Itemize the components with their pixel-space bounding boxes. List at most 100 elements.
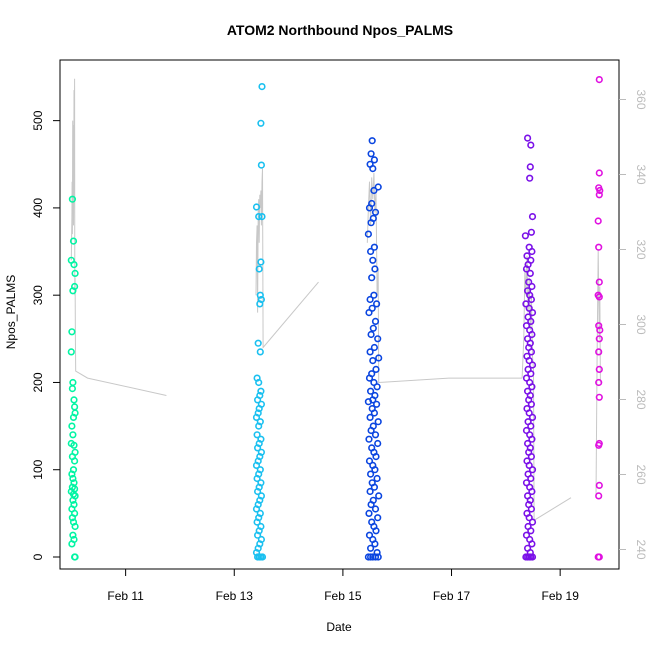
data-point-1-19 xyxy=(70,441,78,449)
data-point-4-67 xyxy=(527,505,536,513)
right-y-tick-label-1: 240 xyxy=(634,539,648,559)
data-point-4-75 xyxy=(528,540,536,548)
data-point-1-9 xyxy=(67,348,75,356)
data-point-4-57 xyxy=(525,461,533,470)
data-point-4-10 xyxy=(523,252,531,260)
data-point-3-19 xyxy=(370,291,378,299)
data-point-4-27 xyxy=(528,330,536,339)
data-point-2-15 xyxy=(255,378,263,387)
data-point-2-24 xyxy=(255,422,263,430)
data-point-3-79 xyxy=(371,553,380,561)
data-point-2-12 xyxy=(254,339,262,347)
right-y-tick-label-4: 300 xyxy=(634,314,648,334)
data-point-3-28 xyxy=(370,343,379,352)
data-point-3-31 xyxy=(369,357,377,365)
x-tick-label-4: Feb 17 xyxy=(433,589,471,603)
data-point-3-54 xyxy=(365,457,374,465)
data-point-1-38 xyxy=(71,522,79,531)
data-point-3-61 xyxy=(366,487,374,496)
data-point-3-21 xyxy=(373,300,381,308)
y-axis-label: Npos_PALMS xyxy=(4,275,18,349)
data-point-3-15 xyxy=(367,247,375,256)
data-point-2-32 xyxy=(252,461,261,470)
data-point-3-64 xyxy=(367,501,375,509)
series-line-5 xyxy=(595,249,601,498)
data-point-3-60 xyxy=(370,483,379,491)
data-point-1-2 xyxy=(69,237,78,245)
data-point-3-30 xyxy=(375,354,383,362)
data-point-2-8 xyxy=(255,265,263,273)
series-line-4 xyxy=(521,255,572,522)
data-point-3-32 xyxy=(372,365,380,374)
data-point-2-48 xyxy=(254,531,262,539)
y-tick-label-3: 200 xyxy=(31,372,45,392)
data-point-4-16 xyxy=(528,282,536,291)
data-point-3-14 xyxy=(370,243,379,251)
data-point-3-17 xyxy=(371,265,379,273)
data-point-5-6 xyxy=(594,217,602,225)
data-point-2-7 xyxy=(257,258,265,266)
data-point-3-25 xyxy=(369,324,377,332)
y-axis-right: 240 260 280 300 320 340 360 xyxy=(619,89,648,560)
data-point-4-43 xyxy=(527,400,536,408)
data-point-4-14 xyxy=(526,269,534,278)
data-point-3-66 xyxy=(365,509,373,518)
data-point-3-57 xyxy=(367,470,375,478)
right-y-tick-label-5: 320 xyxy=(634,239,648,259)
data-point-4-21 xyxy=(525,304,533,312)
data-point-2-16 xyxy=(257,387,265,395)
data-point-3-10 xyxy=(371,208,380,216)
data-point-2-28 xyxy=(254,444,262,452)
data-point-3-6 xyxy=(374,183,382,191)
data-point-4-82 xyxy=(528,553,537,561)
data-point-1-5 xyxy=(71,269,79,278)
data-point-3-2 xyxy=(367,150,375,158)
data-point-5-11 xyxy=(595,322,603,330)
data-point-1-22 xyxy=(70,457,79,465)
data-point-3-62 xyxy=(375,492,383,500)
data-point-3-50 xyxy=(374,439,382,448)
data-point-5-14 xyxy=(595,348,603,356)
series-line-1 xyxy=(70,78,167,396)
data-point-3-23 xyxy=(365,309,373,317)
data-point-2-11 xyxy=(256,300,264,308)
data-point-2-45 xyxy=(253,518,261,526)
data-point-3-40 xyxy=(364,398,373,406)
data-point-3-1 xyxy=(368,137,376,145)
data-point-4-19 xyxy=(527,295,536,304)
data-point-3-27 xyxy=(374,335,382,343)
data-point-3-49 xyxy=(365,435,373,443)
data-point-2-35 xyxy=(253,474,261,483)
data-point-3-58 xyxy=(373,474,381,483)
data-point-1-10 xyxy=(69,378,77,387)
data-point-4-24 xyxy=(527,317,535,326)
data-point-1-16 xyxy=(68,422,76,430)
data-point-2-25 xyxy=(253,431,261,439)
x-tick-label-2: Feb 13 xyxy=(216,589,254,603)
x-tick-label-1: Feb 11 xyxy=(107,589,144,603)
data-point-3-74 xyxy=(367,544,375,552)
data-point-4-63 xyxy=(528,487,536,496)
data-point-3-9 xyxy=(365,204,374,212)
y-tick-label-4: 300 xyxy=(31,285,45,305)
data-point-3-18 xyxy=(368,274,376,282)
data-point-2-3 xyxy=(257,161,266,169)
data-point-4-34 xyxy=(528,361,537,369)
data-point-4-3 xyxy=(526,163,534,171)
data-point-3-70 xyxy=(372,527,380,535)
series-line-2 xyxy=(255,168,319,349)
y-tick-label-2: 100 xyxy=(31,459,45,479)
y-axis-left: 0 100 200 300 400 500 xyxy=(31,110,60,560)
data-point-4-39 xyxy=(528,383,536,391)
data-point-2-2 xyxy=(257,119,265,127)
data-point-3-45 xyxy=(374,418,382,426)
data-point-4-46 xyxy=(528,413,537,422)
data-point-2-18 xyxy=(254,396,262,404)
data-point-3-13 xyxy=(364,230,373,238)
data-point-2-5 xyxy=(255,213,263,221)
data-point-2-22 xyxy=(252,413,261,422)
data-point-4-31 xyxy=(527,348,536,356)
data-point-5-8 xyxy=(595,278,603,286)
series-line-3 xyxy=(366,172,523,384)
data-point-5-17 xyxy=(595,393,603,401)
